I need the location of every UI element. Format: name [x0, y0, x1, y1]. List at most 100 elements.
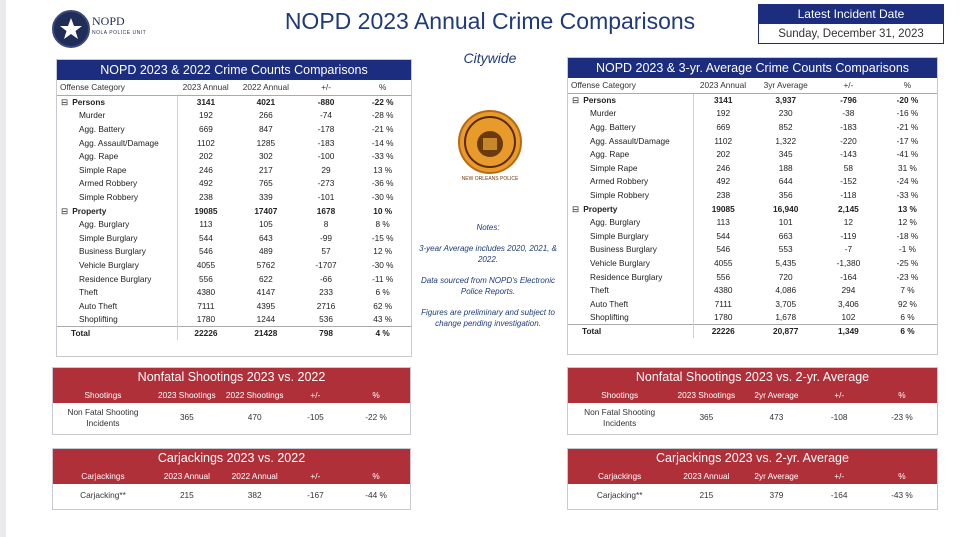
- table-cell: 492: [692, 174, 753, 189]
- column-header[interactable]: %: [877, 78, 937, 94]
- table-cell: -33 %: [371, 151, 394, 162]
- offense-category: Business Burglary: [590, 244, 657, 255]
- table-cell: 6 %: [877, 323, 937, 338]
- column-header[interactable]: +/-: [818, 78, 878, 94]
- column-header[interactable]: +/-: [310, 390, 321, 400]
- card-data-row: Carjacking** 215 379 -164 -43 %: [568, 484, 937, 507]
- column-header[interactable]: Shootings: [601, 390, 639, 400]
- column-header[interactable]: Carjackings: [597, 471, 642, 481]
- table-row: Theft 4380 4,086 294 7 %: [568, 283, 937, 297]
- offense-category: Agg. Rape: [590, 149, 630, 160]
- column-header[interactable]: %: [372, 390, 380, 400]
- latest-incident-card: Latest Incident Date Sunday, December 31…: [758, 4, 944, 44]
- page-edge: [0, 0, 6, 537]
- table-row: Business Burglary 546 553 -7 -1 %: [568, 242, 937, 257]
- table-row: Murder 192 266 -74 -28 %: [57, 108, 411, 123]
- column-header[interactable]: 2023 Annual: [683, 471, 730, 481]
- table-cell: 246: [176, 162, 234, 177]
- table-cell: 202: [176, 149, 234, 163]
- column-header[interactable]: +/-: [834, 390, 845, 400]
- table-cell: -99: [320, 232, 333, 243]
- card-cell: -167: [307, 490, 324, 500]
- card-cell: -105: [307, 412, 324, 422]
- column-header[interactable]: 2yr Average: [754, 390, 799, 400]
- table-cell: 102: [841, 312, 856, 323]
- table-cell: -152: [840, 176, 857, 187]
- column-header[interactable]: 2023 Shootings: [677, 390, 736, 400]
- table-cell: 3,937: [775, 95, 797, 106]
- table-row: Simple Burglary 544 643 -99 -15 %: [57, 230, 411, 245]
- table-row: Armed Robbery 492 765 -273 -36 %: [57, 176, 411, 191]
- table-cell: -7: [844, 244, 853, 255]
- column-header[interactable]: 3yr Average: [752, 78, 819, 94]
- table-row: Agg. Battery 669 847 -178 -21 %: [57, 122, 411, 136]
- table-cell: 2,145: [838, 203, 859, 214]
- table-cell: 1,322: [775, 135, 797, 146]
- column-header[interactable]: Offense Category: [57, 80, 178, 96]
- table-cell: -164: [840, 271, 857, 282]
- column-header[interactable]: %: [354, 80, 411, 96]
- column-header[interactable]: %: [898, 390, 906, 400]
- column-header[interactable]: 2022 Annual: [231, 471, 278, 481]
- table-row: Auto Theft 7111 4395 2716 62 %: [57, 298, 411, 313]
- offense-category: Armed Robbery: [79, 178, 138, 189]
- table-cell: -18 %: [896, 230, 919, 241]
- table-cell: 798: [297, 325, 355, 340]
- column-header[interactable]: 2022 Annual: [234, 80, 298, 96]
- card-header-row: Shootings 2023 Shootings 2yr Average +/-%: [568, 387, 937, 403]
- table-cell: 4021: [256, 97, 276, 108]
- notes: Notes: 3-year Average includes 2020, 202…: [418, 222, 558, 339]
- table-cell: 1780: [692, 310, 753, 325]
- offense-category: Residence Burglary: [590, 271, 663, 282]
- column-header[interactable]: 2023 Annual: [693, 78, 753, 94]
- table-cell: 847: [258, 123, 273, 134]
- table-cell: -178: [317, 123, 335, 134]
- table-cell: 1678: [316, 205, 336, 216]
- table-row: Agg. Assault/Damage 1102 1285 -183 -14 %: [57, 135, 411, 150]
- page-subtitle: Citywide: [463, 50, 517, 66]
- collapse-toggle-icon[interactable]: ⊟: [61, 97, 71, 108]
- column-header[interactable]: 2023 Annual: [163, 471, 210, 481]
- collapse-toggle-icon[interactable]: ⊟: [61, 205, 71, 216]
- table-cell: 1780: [176, 312, 234, 327]
- table-cell: -66: [320, 273, 333, 284]
- column-header[interactable]: 2023 Shootings: [158, 390, 216, 400]
- column-header[interactable]: 2023 Annual: [177, 80, 234, 96]
- column-header[interactable]: %: [898, 471, 906, 481]
- group-label: Persons: [72, 97, 106, 108]
- column-header[interactable]: Shootings: [84, 390, 122, 400]
- card-cell: -22 %: [365, 412, 387, 422]
- column-header[interactable]: Offense Category: [568, 78, 694, 94]
- table-cell: 7111: [692, 296, 753, 311]
- note-item: 3-year Average includes 2020, 2021, & 20…: [419, 244, 557, 264]
- column-header[interactable]: Carjackings: [81, 471, 125, 481]
- table-row: Murder 192 230 -38 -16 %: [568, 106, 937, 121]
- collapse-toggle-icon[interactable]: ⊟: [572, 95, 582, 106]
- column-header[interactable]: +/-: [297, 80, 355, 96]
- column-header[interactable]: +/-: [834, 471, 845, 481]
- column-header[interactable]: %: [372, 471, 380, 481]
- offense-category: Residence Burglary: [79, 273, 152, 284]
- offense-category: Agg. Assault/Damage: [79, 137, 159, 148]
- column-header[interactable]: +/-: [310, 471, 321, 481]
- group-row: ⊟ Persons 3141 4021 -880 -22 %: [57, 95, 411, 109]
- offense-category: Agg. Rape: [79, 151, 119, 162]
- nonfatal-shootings-2yr-card: Nonfatal Shootings 2023 vs. 2-yr. Averag…: [567, 367, 938, 435]
- table-cell: 31 %: [898, 162, 917, 173]
- table-cell: -30 %: [371, 191, 394, 202]
- latest-incident-date: Sunday, December 31, 2023: [778, 28, 924, 40]
- column-header[interactable]: 2022 Shootings: [225, 390, 284, 400]
- table-row: Simple Rape 246 217 29 13 %: [57, 162, 411, 177]
- note-item: Figures are preliminary and subject to c…: [421, 308, 555, 328]
- collapse-toggle-icon[interactable]: ⊟: [572, 203, 582, 214]
- crime-comparison-3yr-panel: NOPD 2023 & 3-yr. Average Crime Counts C…: [567, 57, 938, 355]
- column-header[interactable]: 2yr Average: [754, 471, 799, 481]
- table-cell: 720: [778, 271, 793, 282]
- offense-category: Business Burglary: [79, 246, 146, 257]
- offense-category: Murder: [590, 108, 617, 119]
- table-cell: 669: [692, 120, 753, 134]
- offense-category: Auto Theft: [590, 298, 629, 309]
- offense-category: ⊟ Property: [568, 202, 693, 216]
- table-cell: 192: [176, 108, 234, 123]
- table-cell: 113: [692, 215, 753, 229]
